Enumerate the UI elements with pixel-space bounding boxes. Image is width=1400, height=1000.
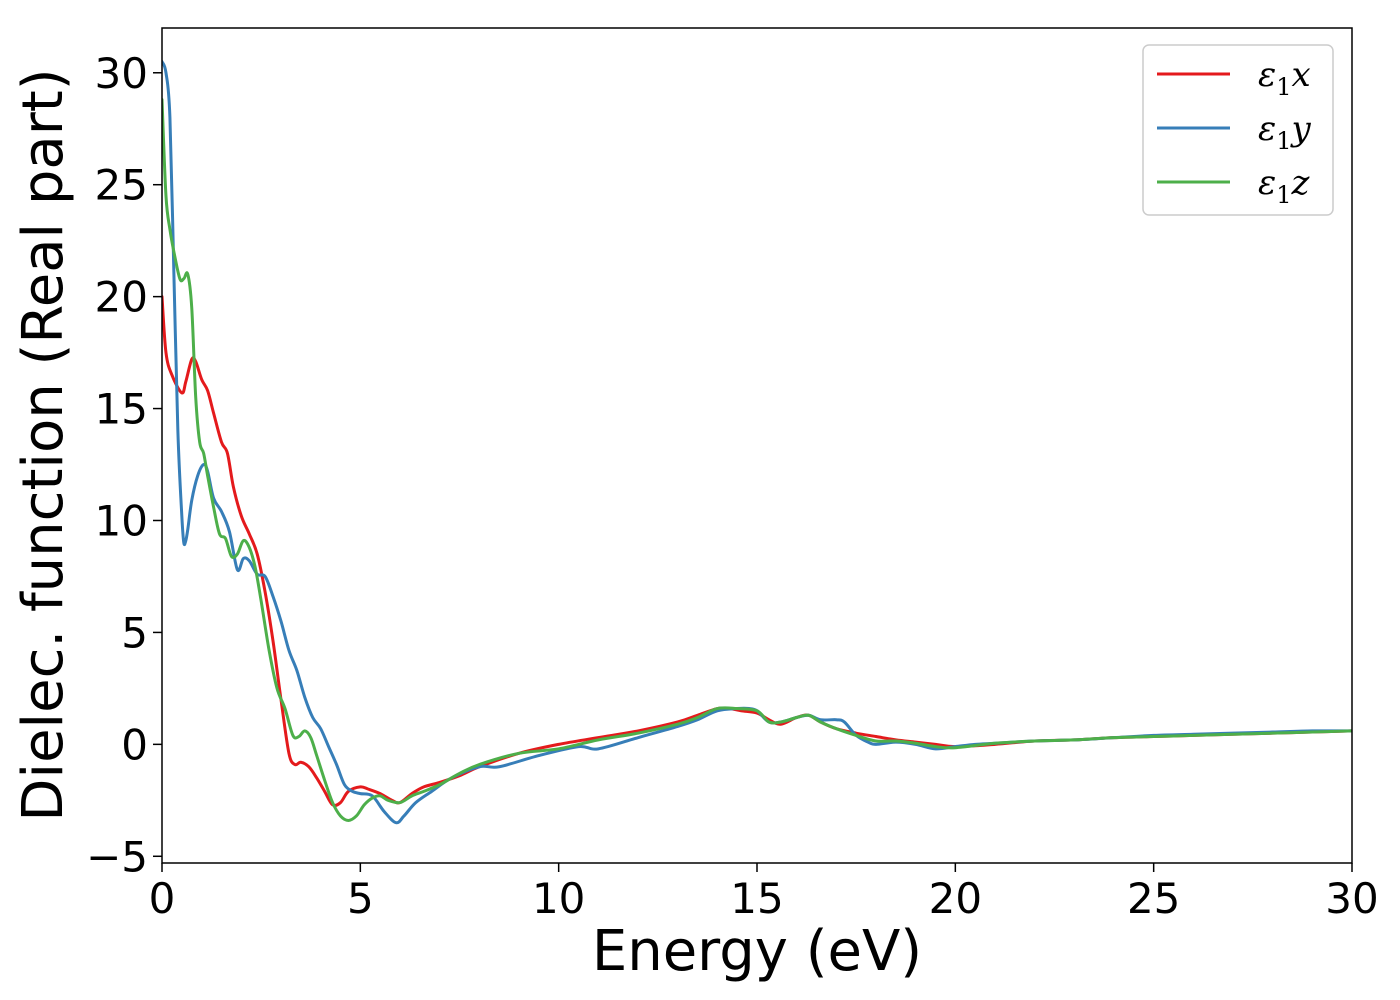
x-tick-label: 15	[730, 874, 783, 923]
legend-box	[1142, 44, 1334, 216]
y-axis-title: Dielec. function (Real part)	[11, 68, 76, 821]
y-tick-label: 15	[95, 385, 148, 434]
series-line-z	[162, 98, 1352, 822]
series-line-x	[162, 295, 1352, 808]
x-tick-label: 5	[347, 874, 374, 923]
x-tick-label: 0	[149, 874, 176, 923]
y-tick-label: 20	[95, 273, 148, 322]
x-tick-label: 10	[532, 874, 585, 923]
x-tick-label: 30	[1325, 874, 1378, 923]
x-tick-label: 20	[929, 874, 982, 923]
y-tick-label: 5	[121, 608, 148, 657]
y-tick-label: 10	[95, 496, 148, 545]
legend-label-y: ε1y	[1258, 109, 1312, 155]
x-tick-label: 25	[1127, 874, 1180, 923]
y-tick-label: 25	[95, 161, 148, 210]
plot-lines	[162, 60, 1352, 825]
y-tick-label: 0	[121, 720, 148, 769]
y-tick-label: −5	[86, 832, 148, 881]
legend-label-x: ε1x	[1258, 55, 1311, 101]
y-tick-label: 30	[95, 49, 148, 98]
y-axis-ticks: −5 0 5 10 15 20 25 30	[86, 49, 162, 881]
legend-label-z: ε1z	[1258, 163, 1311, 209]
legend: ε1x ε1y ε1z	[1142, 44, 1334, 216]
x-axis-title: Energy (eV)	[592, 919, 922, 984]
x-axis-ticks: 0 5 10 15 20 25 30	[149, 863, 1379, 923]
